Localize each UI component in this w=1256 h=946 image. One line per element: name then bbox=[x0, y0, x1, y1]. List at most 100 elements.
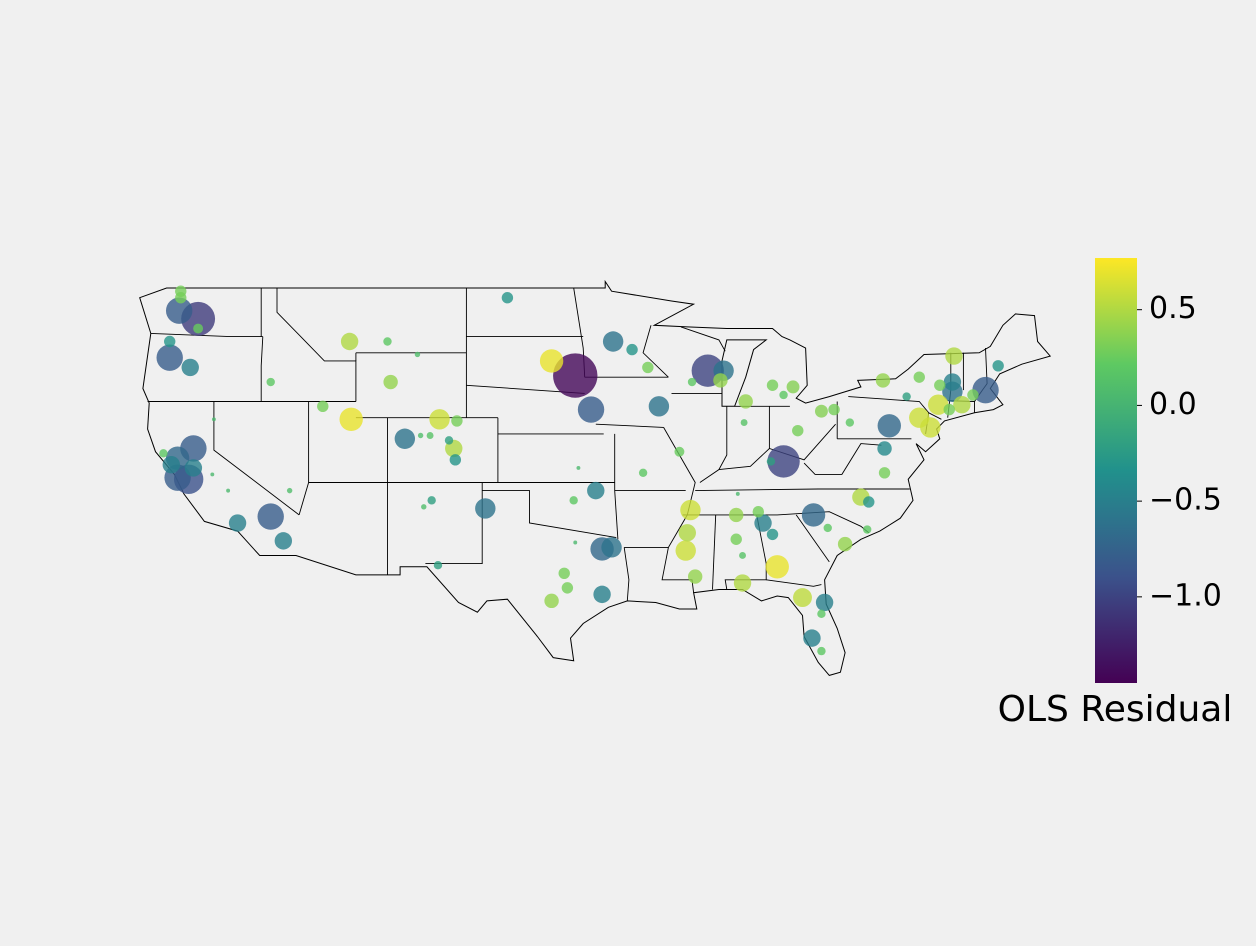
state-border bbox=[595, 423, 664, 428]
point bbox=[539, 349, 564, 373]
point bbox=[286, 487, 293, 494]
point bbox=[814, 404, 828, 418]
state-border bbox=[712, 514, 717, 590]
point bbox=[928, 394, 949, 415]
point bbox=[877, 441, 892, 456]
point bbox=[845, 418, 855, 427]
point bbox=[779, 390, 788, 400]
point bbox=[573, 540, 578, 545]
state-border bbox=[150, 332, 263, 338]
point bbox=[593, 585, 611, 604]
point bbox=[449, 454, 462, 466]
point bbox=[317, 400, 329, 413]
state-border bbox=[695, 488, 910, 492]
point bbox=[162, 455, 180, 474]
state-border bbox=[614, 433, 619, 540]
point bbox=[680, 499, 701, 521]
point bbox=[828, 403, 840, 416]
point bbox=[561, 582, 574, 594]
state-border bbox=[482, 490, 617, 539]
point bbox=[817, 646, 826, 656]
state-border bbox=[298, 401, 310, 516]
point bbox=[875, 373, 891, 388]
state-border bbox=[699, 423, 836, 483]
point bbox=[687, 569, 703, 584]
point bbox=[793, 588, 812, 608]
point bbox=[421, 504, 427, 510]
point bbox=[678, 524, 696, 542]
state-border bbox=[718, 406, 728, 470]
state-border bbox=[276, 288, 357, 402]
point bbox=[713, 373, 728, 388]
point bbox=[558, 567, 570, 579]
point bbox=[626, 343, 638, 356]
state-border bbox=[425, 417, 499, 565]
lake-michigan bbox=[721, 339, 768, 407]
point bbox=[164, 335, 176, 348]
point bbox=[642, 361, 654, 374]
point bbox=[394, 428, 416, 449]
point bbox=[211, 417, 216, 422]
point bbox=[913, 371, 925, 383]
point bbox=[862, 525, 872, 534]
colorbar-gradient bbox=[1095, 258, 1137, 683]
point bbox=[414, 351, 421, 358]
point bbox=[863, 496, 875, 508]
point bbox=[451, 415, 463, 427]
point bbox=[943, 373, 962, 391]
point bbox=[730, 533, 742, 545]
point bbox=[943, 403, 955, 416]
point bbox=[786, 380, 800, 394]
point bbox=[156, 344, 183, 371]
point bbox=[934, 379, 946, 391]
point bbox=[765, 555, 789, 579]
state-border bbox=[795, 514, 830, 563]
point bbox=[674, 446, 685, 457]
point bbox=[444, 436, 454, 445]
point bbox=[992, 360, 1004, 372]
point bbox=[729, 507, 744, 523]
colorbar-tick-label: −1.0 bbox=[1149, 578, 1222, 613]
state-border bbox=[623, 547, 630, 601]
point bbox=[766, 379, 779, 391]
point bbox=[754, 514, 772, 532]
point bbox=[383, 337, 392, 346]
point bbox=[601, 537, 622, 558]
point bbox=[766, 457, 776, 466]
point bbox=[740, 419, 748, 426]
point bbox=[902, 392, 911, 401]
state-border bbox=[682, 511, 870, 534]
points bbox=[156, 285, 1004, 656]
point bbox=[792, 424, 804, 437]
country-outline bbox=[139, 279, 1052, 676]
colorbar-tick-label: 0.5 bbox=[1149, 291, 1197, 326]
colorbar-label: OLS Residual bbox=[998, 689, 1233, 730]
point bbox=[739, 552, 746, 559]
point bbox=[972, 376, 999, 404]
point bbox=[953, 396, 971, 414]
state-border bbox=[680, 326, 726, 352]
point bbox=[638, 468, 648, 477]
point bbox=[257, 503, 284, 530]
point bbox=[576, 465, 581, 470]
point bbox=[817, 609, 826, 619]
point bbox=[159, 449, 168, 458]
point bbox=[427, 496, 436, 505]
state-border bbox=[803, 443, 882, 475]
point bbox=[801, 503, 826, 527]
colorbar: 0.5 0.0 −0.5 −1.0 bbox=[1095, 258, 1222, 683]
point bbox=[383, 374, 398, 390]
point bbox=[501, 292, 514, 304]
point bbox=[553, 353, 598, 398]
point bbox=[429, 409, 450, 430]
point bbox=[226, 488, 231, 493]
point bbox=[837, 536, 853, 552]
point bbox=[920, 417, 941, 438]
point bbox=[945, 347, 963, 365]
point bbox=[210, 472, 215, 477]
point bbox=[165, 297, 193, 324]
point bbox=[339, 407, 363, 432]
point bbox=[803, 629, 821, 647]
